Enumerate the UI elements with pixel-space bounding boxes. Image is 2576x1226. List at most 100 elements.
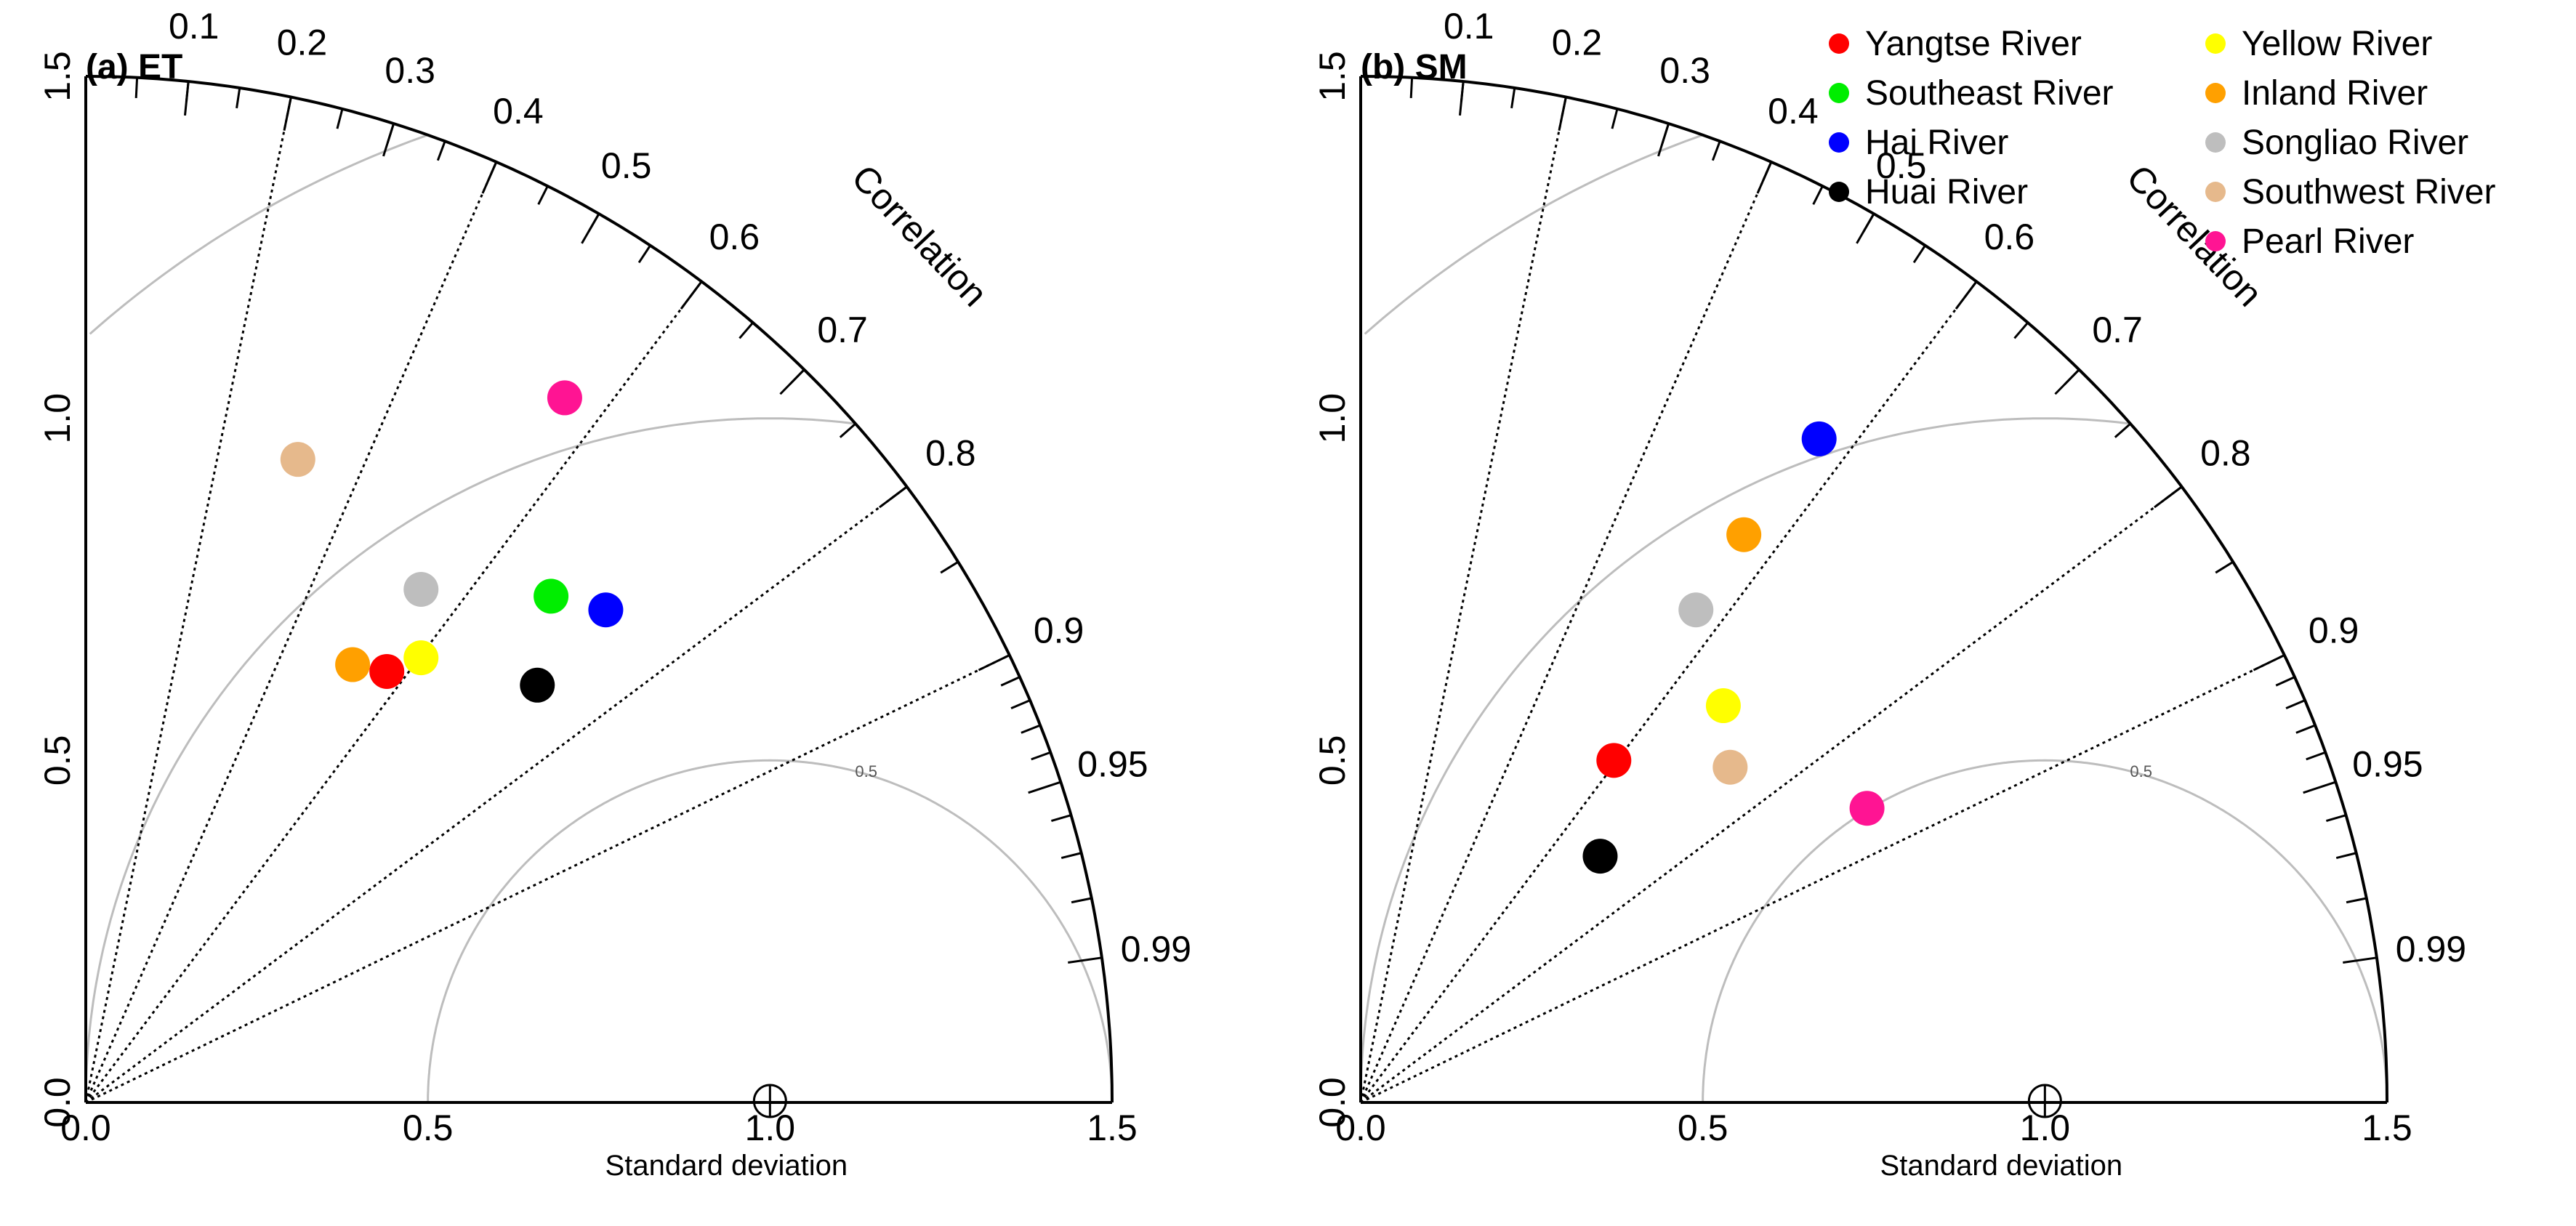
corr-major-tick-3	[481, 161, 498, 194]
corr-minor-tick-18	[1010, 699, 1031, 710]
point-songliao-river	[1678, 592, 1714, 628]
corr-minor-tick-20	[2306, 751, 2326, 761]
legend-marker-songliao-river	[2205, 132, 2226, 153]
point-yangtse-river	[1596, 743, 1632, 778]
corr-major-tick-3	[1756, 161, 1773, 194]
corr-minor-tick-17	[2275, 676, 2295, 687]
correlation-tick-label: 0.7	[817, 310, 868, 350]
point-inland-river	[1726, 517, 1762, 552]
y-tick-label: 1.0	[1312, 393, 1353, 444]
corr-minor-tick-19	[2295, 724, 2316, 734]
x-axis-title: Standard deviation	[605, 1150, 848, 1182]
corr-minor-tick-23	[2346, 897, 2367, 904]
x-axis-title: Standard deviation	[1880, 1150, 2123, 1182]
corr-major-tick-10	[1068, 956, 1103, 964]
correlation-tick-label: 0.95	[2352, 744, 2423, 785]
correlation-line-0	[84, 97, 292, 1103]
corr-minor-tick-2	[236, 87, 241, 109]
correlation-tick-label: 0.1	[1444, 6, 1494, 47]
legend-marker-yangtse-river	[1829, 33, 1849, 54]
legend-marker-hai-river	[1829, 132, 1849, 153]
correlation-tick-label: 0.8	[925, 433, 976, 474]
legend-label: Southwest River	[2242, 173, 2495, 211]
correlation-line-2	[1359, 281, 1978, 1103]
corr-major-tick-6	[2054, 368, 2080, 395]
correlation-tick-label: 0.3	[385, 50, 435, 91]
correlation-tick-label: 0.5	[601, 145, 652, 186]
corr-major-tick-7	[2154, 485, 2183, 509]
rms-contour-0	[427, 759, 1114, 1102]
y-tick-label: 1.5	[1312, 51, 1353, 102]
point-southeast-river	[534, 578, 569, 614]
correlation-tick-label: 0.99	[2396, 929, 2466, 969]
y-tick-label: 0.0	[1312, 1077, 1353, 1128]
point-songliao-river	[403, 572, 439, 607]
correlation-tick-label: 0.9	[2309, 610, 2359, 651]
correlation-tick-label: 0.99	[1121, 929, 1191, 969]
rms-contour-2	[89, 134, 428, 335]
point-huai-river	[520, 667, 555, 703]
y-tick-label: 0.5	[1312, 735, 1353, 786]
x-tick-label: 0.5	[1678, 1108, 1728, 1148]
point-inland-river	[335, 647, 371, 682]
correlation-tick-label: 0.9	[1034, 610, 1084, 651]
corr-minor-tick-21	[1050, 814, 1071, 822]
corr-major-tick-4	[1856, 213, 1875, 244]
corr-major-tick-2	[382, 123, 395, 157]
corr-major-tick-5	[1955, 281, 1978, 310]
legend-marker-yellow-river	[2205, 33, 2226, 54]
corr-minor-tick-22	[1060, 852, 1082, 860]
x-tick-label: 0.0	[1335, 1108, 1386, 1148]
x-tick-label: 1.5	[2362, 1108, 2412, 1148]
legend-label: Pearl River	[2242, 222, 2414, 261]
corr-major-tick-9	[1028, 781, 1061, 794]
correlation-line-4	[85, 654, 1010, 1104]
y-tick-label: 0.0	[37, 1077, 78, 1128]
legend-label: Yellow River	[2242, 25, 2432, 63]
corr-minor-tick-8	[1812, 185, 1824, 205]
corr-major-tick-4	[581, 213, 600, 244]
corr-major-tick-8	[2253, 654, 2285, 672]
corr-minor-tick-14	[839, 422, 856, 438]
corr-major-tick-8	[978, 654, 1010, 672]
corr-minor-tick-12	[2013, 321, 2029, 339]
rms-contour-2	[1364, 134, 1703, 335]
legend-label: Huai River	[1865, 173, 2028, 211]
point-yellow-river	[1705, 688, 1741, 724]
corr-major-tick-9	[2303, 781, 2336, 794]
correlation-line-1	[1359, 161, 1773, 1103]
rms-label: 0.5	[855, 762, 877, 781]
rms-label: 0.5	[2130, 762, 2152, 781]
legend-label: Yangtse River	[1865, 25, 2082, 63]
panel-sm: (b) SM0.50.1 0.20.30.40.50.60.70.80.90.95…	[1312, 6, 2466, 1182]
y-tick-label: 0.5	[37, 735, 78, 786]
legend: Yangtse River Southeast River Hai River Hua…	[1829, 25, 2495, 261]
corr-minor-tick-17	[1000, 676, 1021, 687]
y-tick-label: 1.0	[37, 393, 78, 444]
corr-major-tick-1	[283, 97, 292, 131]
corr-minor-tick-21	[2325, 814, 2346, 822]
correlation-line-2	[84, 281, 703, 1103]
corr-major-tick-5	[680, 281, 703, 310]
point-yellow-river	[403, 640, 439, 676]
outer-arc	[85, 75, 1114, 1103]
rms-contour-0	[1702, 759, 2388, 1102]
corr-major-tick-6	[779, 368, 805, 395]
correlation-line-3	[1360, 485, 2183, 1104]
legend-marker-pearl-river	[2205, 231, 2226, 251]
correlation-line-3	[85, 485, 908, 1104]
point-huai-river	[1582, 839, 1618, 874]
corr-minor-tick-20	[1031, 751, 1051, 761]
corr-minor-tick-19	[1021, 724, 1041, 734]
point-pearl-river	[547, 380, 582, 416]
legend-marker-inland-river	[2205, 83, 2226, 103]
legend-label: Southeast River	[1865, 74, 2114, 113]
correlation-line-0	[1359, 97, 1567, 1103]
panel-et: (a) ET0.50.1 0.20.30.40.50.60.70.80.90.95…	[37, 6, 1191, 1182]
point-yangtse-river	[369, 653, 405, 689]
corr-minor-tick-2	[1510, 87, 1516, 109]
corr-minor-tick-18	[2285, 699, 2306, 710]
corr-minor-tick-23	[1071, 897, 1092, 904]
correlation-tick-label: 0.5	[1876, 145, 1927, 186]
